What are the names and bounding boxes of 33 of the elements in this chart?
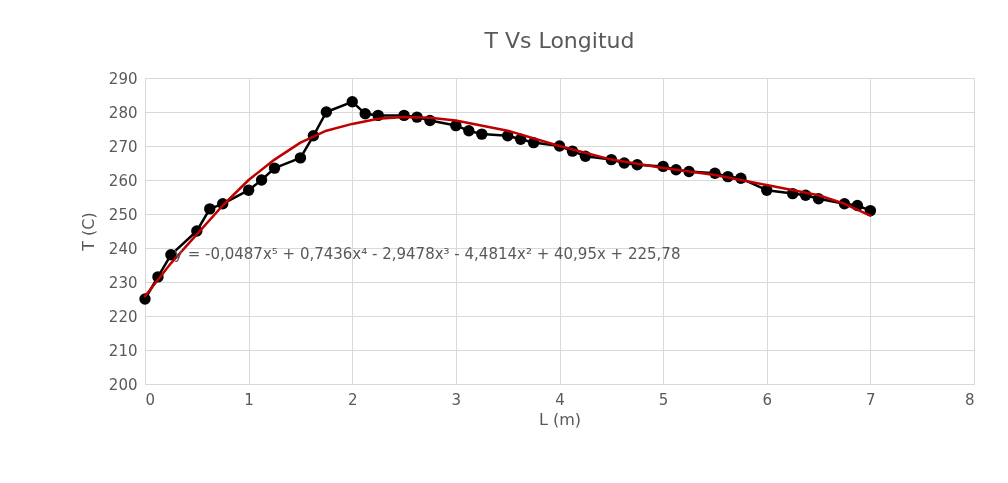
x-tick-label: 8 [964,390,975,409]
x-tick-label: 0 [145,390,156,409]
point [268,162,281,174]
y-tick-label: 210 [108,341,138,360]
point [255,174,268,186]
x-tick-label: 4 [555,390,565,409]
y-tick-label: 260 [108,171,138,190]
point [204,203,216,215]
point [294,152,307,164]
point [359,108,371,120]
y-tick-label: 290 [108,69,138,88]
y-tick-label: 270 [108,137,138,156]
y-tick-label: 280 [108,103,138,122]
annotation: y = -0,0487x⁵ + 0,7436x⁴ - 2,9478x³ - 4,4814x² + 40,95x + 225,78 [174,244,681,263]
x-tick-label: 6 [762,390,773,409]
point [346,96,358,108]
x-axis-title: L (m) [538,409,582,429]
point [463,125,475,137]
point [476,128,488,140]
y-tick-label: 230 [108,273,138,292]
x-tick-label: 7 [866,390,876,409]
x-tick-label: 2 [347,390,358,409]
y-tick-label: 220 [108,307,138,326]
y-tick-label: 200 [108,375,138,394]
point [320,106,333,118]
x-tick-label: 5 [658,390,669,409]
x-tick-label: 3 [451,390,462,409]
chart-title: T Vs Longitud [483,28,635,53]
x-tick-label: 1 [244,390,254,409]
point [242,184,255,196]
y-axis-title: T (C) [78,212,98,252]
y-tick-label: 250 [108,205,138,224]
y-tick-label: 240 [108,239,138,258]
